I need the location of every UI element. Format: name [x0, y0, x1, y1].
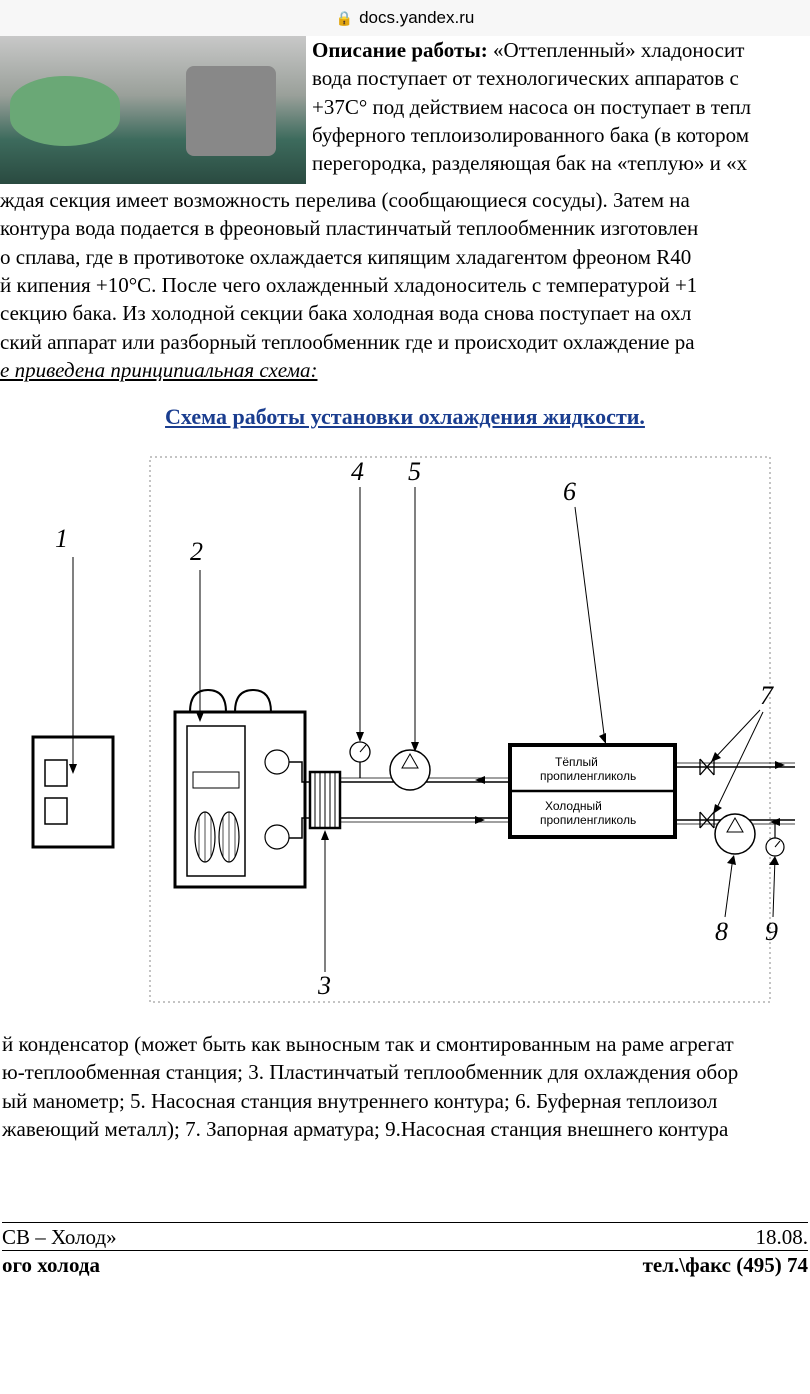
legend-line: жавеющий металл); 7. Запорная арматура; …	[2, 1117, 728, 1141]
text-line: «Оттепленный» хладоносит	[488, 38, 745, 62]
text-line: ждая секция имеет возможность перелива (…	[0, 188, 690, 212]
footer-company: CВ – Холод»	[2, 1225, 117, 1250]
pump-outer-icon	[715, 814, 755, 854]
diagram-legend: й конденсатор (может быть как выносным т…	[0, 1030, 810, 1143]
pump-inner-icon	[390, 750, 430, 790]
compressor-station	[175, 690, 305, 887]
flow-arrow-icon	[775, 761, 785, 769]
lock-icon: 🔒	[336, 10, 353, 27]
flow-arrow-icon	[475, 776, 485, 784]
legend-line: ю-теплообменная станция; 3. Пластинчатый…	[2, 1060, 738, 1084]
page-footer: CВ – Холод» 18.08. ого холода тел.\факс …	[0, 1222, 810, 1278]
document-body: Описание работы: «Оттепленный» хладоноси…	[0, 36, 810, 1143]
diagram-label-3: 3	[317, 971, 331, 1000]
text-line: й кипения +10°С. После чего охлажденный …	[0, 273, 697, 297]
heading: Описание работы:	[312, 38, 488, 62]
browser-url-bar: 🔒 docs.yandex.ru	[0, 0, 810, 36]
diagram-label-8: 8	[715, 917, 728, 946]
text-line: секцию бака. Из холодной секции бака хол…	[0, 301, 691, 325]
buffer-tank: Тёплый пропиленгликоль Холодный пропилен…	[510, 745, 675, 837]
footer-phone: тел.\факс (495) 74	[643, 1253, 808, 1278]
flow-arrow-icon	[475, 816, 485, 824]
text-line: о сплава, где в противотоке охлаждается …	[0, 245, 691, 269]
tank-warm-label1: Тёплый	[555, 755, 598, 769]
legend-line: й конденсатор (может быть как выносным т…	[2, 1032, 734, 1056]
tank-warm-label2: пропиленгликоль	[540, 769, 636, 783]
plate-heat-exchanger	[310, 772, 340, 828]
text-line-italic: е приведена принципиальная схема:	[0, 358, 317, 382]
cooling-system-diagram: 1	[15, 442, 795, 1012]
footer-date: 18.08.	[756, 1225, 809, 1250]
diagram-label-2: 2	[190, 537, 203, 566]
tank-cold-label1: Холодный	[545, 799, 602, 813]
text-line: ский аппарат или разборный теплообменник…	[0, 330, 695, 354]
diagram-label-1: 1	[55, 524, 68, 553]
text-line: буферного теплоизолированного бака (в ко…	[312, 123, 749, 147]
legend-line: ый манометр; 5. Насосная станция внутрен…	[2, 1089, 717, 1113]
tank-cold-label2: пропиленгликоль	[540, 813, 636, 827]
diagram-title: Схема работы установки охлаждения жидкос…	[0, 402, 810, 432]
diagram-label-7: 7	[760, 681, 774, 710]
url-text: docs.yandex.ru	[359, 8, 474, 28]
footer-tagline: ого холода	[2, 1253, 100, 1278]
text-line: перегородка, разделяющая бак на «теплую»…	[312, 151, 747, 175]
text-line: вода поступает от технологических аппара…	[312, 66, 739, 90]
text-line: контура вода подается в фреоновый пласти…	[0, 216, 698, 240]
diagram-label-4: 4	[351, 457, 364, 486]
text-line: +37С° под действием насоса он поступает …	[312, 95, 751, 119]
diagram-label-6: 6	[563, 477, 576, 506]
equipment-photo	[0, 36, 306, 184]
diagram-label-9: 9	[765, 917, 778, 946]
diagram-label-5: 5	[408, 457, 421, 486]
